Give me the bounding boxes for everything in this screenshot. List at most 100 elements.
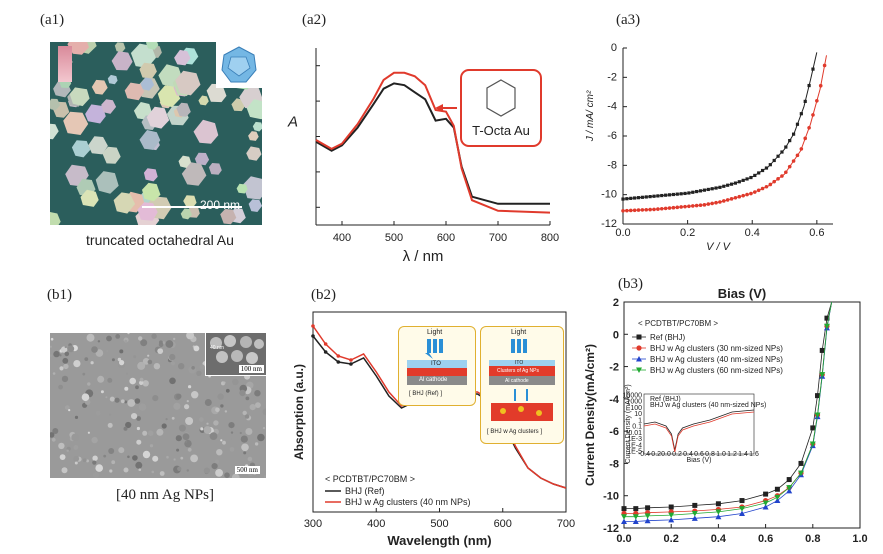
- au-particle: [194, 152, 210, 166]
- ag-grain: [176, 448, 180, 452]
- ag-grain: [142, 380, 149, 387]
- data-point: [762, 504, 769, 510]
- data-point: [625, 208, 629, 213]
- y-tick-label: 2: [613, 297, 619, 309]
- au-particle: [80, 189, 99, 207]
- scale-bar-label: 200 nm: [200, 198, 241, 212]
- inset-x-tick: 1.4: [738, 451, 748, 458]
- legend-title: < PCDTBT/PC70BM >: [325, 474, 415, 484]
- ag-grain: [135, 385, 139, 390]
- ag-grain: [137, 361, 146, 370]
- ag-grain: [136, 439, 142, 445]
- data-point: [784, 170, 788, 175]
- ag-grain: [156, 428, 164, 436]
- data-point: [311, 324, 315, 328]
- ag-grain: [222, 440, 226, 445]
- ag-grain: [147, 430, 154, 436]
- data-point: [668, 516, 675, 523]
- au-particle: [176, 102, 191, 117]
- au-particle: [248, 131, 259, 141]
- ag-grain: [127, 455, 130, 459]
- data-point: [784, 145, 788, 149]
- y-axis-label: A: [287, 114, 298, 131]
- data-point: [745, 177, 749, 181]
- au-particle: [111, 51, 133, 71]
- au-particle: [139, 130, 161, 150]
- ag-grain: [71, 433, 80, 442]
- ag-grain: [157, 348, 164, 354]
- data-point: [763, 491, 769, 497]
- data-point: [640, 195, 644, 199]
- data-point: [698, 203, 703, 208]
- ag-grain: [151, 333, 157, 339]
- ag-grain: [124, 386, 129, 391]
- data-point: [636, 196, 641, 200]
- data-point: [741, 178, 745, 182]
- ag-grain: [119, 360, 125, 366]
- ag-grain: [124, 400, 128, 404]
- ag-grain: [105, 396, 108, 399]
- x-tick-label: 400: [333, 232, 351, 244]
- data-point: [772, 158, 776, 163]
- ag-grain: [51, 437, 56, 442]
- inset-x-tick: 0.4: [683, 451, 693, 458]
- ag-grain: [67, 345, 75, 353]
- data-point: [687, 204, 691, 209]
- inset-y-tick: 1E-3: [627, 436, 642, 443]
- au-particle: [183, 195, 197, 208]
- data-point: [768, 163, 772, 167]
- ag-grain: [108, 448, 115, 454]
- ag-grain: [245, 428, 253, 435]
- data-point: [652, 207, 656, 212]
- box-ag-caption: [ BHJ w Ag clusters ]: [487, 429, 543, 435]
- x-tick-label: 600: [494, 518, 512, 530]
- data-point: [823, 323, 830, 330]
- ag-grain: [242, 410, 247, 416]
- ag-grain: [62, 357, 69, 364]
- ag-grain: [175, 435, 182, 442]
- ag-grain: [142, 450, 151, 459]
- au-model-inset: [216, 42, 262, 88]
- data-point: [652, 194, 656, 198]
- data-point: [628, 208, 633, 213]
- inset-arrowhead: [435, 104, 443, 112]
- au-particle: [174, 49, 191, 66]
- ag-grain: [131, 413, 138, 420]
- au-particle: [50, 123, 59, 140]
- ag-grain: [161, 423, 167, 429]
- au-particle: [193, 119, 219, 144]
- inset-x-tick: 0.6: [694, 451, 704, 458]
- light-label-2: Light: [511, 329, 527, 336]
- ag-grain: [87, 431, 90, 434]
- ag-grain: [224, 472, 230, 478]
- panel-a1-label: (a1): [40, 12, 65, 28]
- au-particle: [175, 70, 201, 96]
- ag-grain: [129, 377, 136, 385]
- data-point: [737, 194, 742, 199]
- data-point: [786, 477, 792, 483]
- x-axis-label: λ / nm: [403, 248, 444, 265]
- ag-grain: [140, 339, 148, 347]
- data-point: [636, 334, 642, 340]
- data-point: [706, 187, 710, 192]
- ag-grain: [166, 455, 169, 459]
- data-point: [780, 150, 784, 154]
- au-particle: [252, 121, 262, 132]
- data-point: [786, 485, 793, 491]
- legend-entry: BHJ w Ag clusters (40 nm NPs): [345, 497, 471, 507]
- ag-grain: [180, 456, 184, 460]
- data-point: [725, 198, 730, 202]
- data-point: [691, 515, 698, 521]
- inset-y-tick: 0.1: [632, 424, 642, 431]
- ag-grain: [58, 442, 65, 450]
- ag-scale-label: 500 nm: [234, 466, 260, 474]
- x-tick-label: 400: [367, 518, 385, 530]
- ag-grain: [178, 363, 185, 370]
- inset-curve-ag: [643, 411, 755, 453]
- ag-grain: [127, 333, 130, 335]
- ag-grain: [136, 426, 140, 431]
- ag-grain: [90, 361, 94, 365]
- ag-grain: [68, 409, 71, 412]
- au-particle: [130, 43, 156, 68]
- ag-grain: [177, 466, 182, 471]
